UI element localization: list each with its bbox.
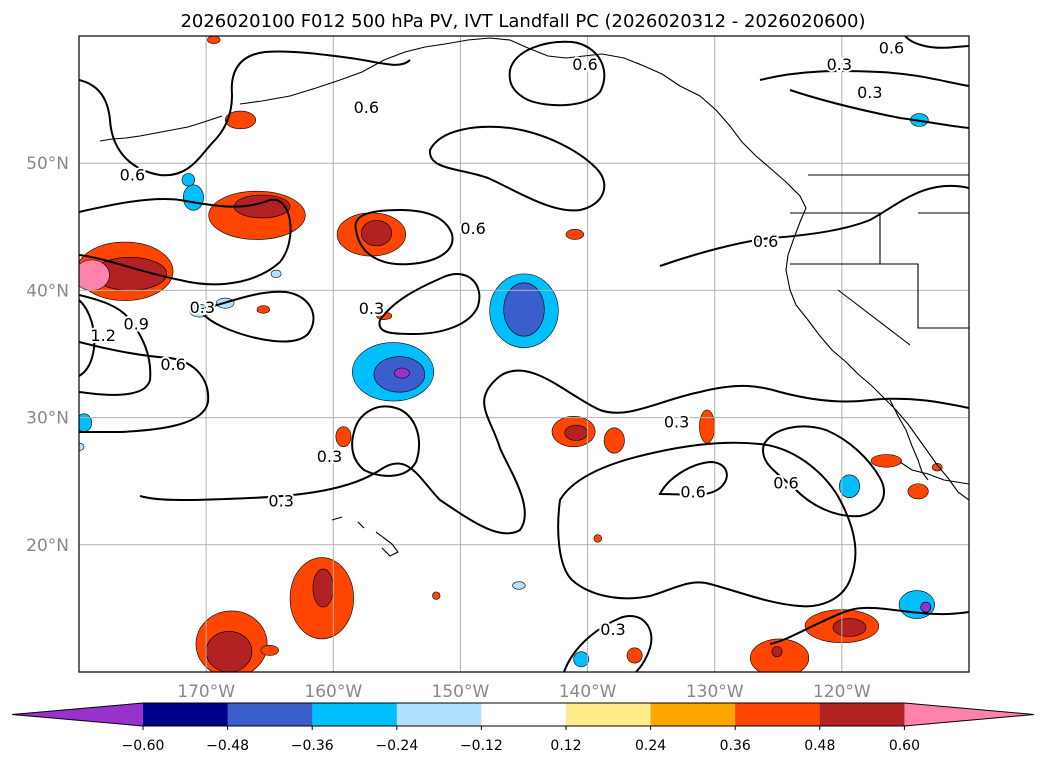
x-tick-label: 130°W xyxy=(686,682,744,702)
colorbar-tick-label: −0.12 xyxy=(460,738,503,754)
pv-blob-28 xyxy=(594,535,602,543)
pv-blob-42 xyxy=(313,569,333,607)
colorbar-tick-label: −0.24 xyxy=(375,738,418,754)
colorbar-segment xyxy=(651,703,736,726)
contour-label: 0.6 xyxy=(773,473,798,492)
contour-label: 0.9 xyxy=(123,314,148,333)
pv-blob-43 xyxy=(206,631,252,672)
chart-title: 2026020100 F012 500 hPa PV, IVT Landfall… xyxy=(180,11,865,32)
contour-label: 0.3 xyxy=(857,83,882,102)
pv-blob-19 xyxy=(257,306,270,314)
pv-blob-35 xyxy=(207,36,220,44)
pv-blob-4 xyxy=(271,270,281,278)
contour-label: 0.6 xyxy=(680,482,705,501)
pv-blob-48 xyxy=(921,602,931,612)
pv-blob-29 xyxy=(750,639,808,677)
y-tick-label: 30°N xyxy=(26,409,69,429)
y-tick-label: 50°N xyxy=(26,154,69,174)
contour-label: 0.6 xyxy=(572,55,597,74)
pv-blob-47 xyxy=(394,368,409,378)
pv-blob-36 xyxy=(432,592,440,600)
pv-blob-20 xyxy=(336,427,351,447)
pv-blob-32 xyxy=(871,454,902,467)
x-tick-label: 160°W xyxy=(304,682,362,702)
colorbar-segment xyxy=(143,703,228,726)
colorbar-tick-label: −0.60 xyxy=(122,738,165,754)
pv-blob-3 xyxy=(513,582,526,590)
pv-blob-11 xyxy=(839,475,859,498)
y-tick-label: 40°N xyxy=(26,281,69,301)
pv-blob-18 xyxy=(566,229,584,239)
colorbar-tick-label: −0.36 xyxy=(291,738,334,754)
colorbar-tick-label: 0.48 xyxy=(804,738,835,754)
pv-blob-33 xyxy=(908,484,928,499)
contour-label: 0.3 xyxy=(317,447,342,466)
colorbar-segment xyxy=(481,703,566,726)
x-tick-label: 120°W xyxy=(813,682,871,702)
pv-blob-46 xyxy=(833,619,866,637)
pv-blob-13 xyxy=(574,652,589,667)
contour-label: 0.6 xyxy=(160,355,185,374)
x-tick-label: 140°W xyxy=(559,682,617,702)
contour-label: 0.3 xyxy=(600,620,625,639)
contour-label: 0.3 xyxy=(359,299,384,318)
pv-blob-44 xyxy=(565,425,588,440)
x-tick-label: 150°W xyxy=(432,682,490,702)
contour-label: 0.6 xyxy=(879,38,904,57)
colorbar-tick-label: 0.12 xyxy=(550,738,581,754)
pv-blob-41 xyxy=(361,220,392,245)
colorbar-segment xyxy=(228,703,313,726)
colorbar-extend-low xyxy=(12,703,143,726)
y-tick-label: 20°N xyxy=(26,536,69,556)
contour-label: 0.3 xyxy=(664,412,689,431)
colorbar-segment xyxy=(735,703,820,726)
contour-label: 0.6 xyxy=(753,232,778,251)
colorbar-tick-label: 0.24 xyxy=(635,738,666,754)
pv-blob-26 xyxy=(604,428,624,453)
contour-label: 0.6 xyxy=(460,219,485,238)
pv-blob-45 xyxy=(772,647,782,657)
colorbar: −0.60 −0.48 −0.36 −0.24 −0.12 0.12 0.24 0.36 0.4… xyxy=(12,703,1034,754)
pv-blob-6 xyxy=(182,173,195,186)
contour-label: 0.3 xyxy=(190,298,215,317)
contour-label: 0.3 xyxy=(268,491,293,510)
contour-label: 1.2 xyxy=(90,326,115,345)
colorbar-segment xyxy=(312,703,397,726)
contour-label: 0.6 xyxy=(354,98,379,117)
figure: 2026020100 F012 500 hPa PV, IVT Landfall… xyxy=(0,0,1047,765)
colorbar-tick-label: 0.60 xyxy=(889,738,920,754)
contour-label: 0.6 xyxy=(120,166,145,185)
pv-blob-5 xyxy=(183,185,203,210)
colorbar-segment xyxy=(566,703,651,726)
pv-blob-24 xyxy=(261,645,279,655)
x-tick-label: 170°W xyxy=(177,682,235,702)
colorbar-extend-high xyxy=(904,703,1034,726)
pv-blob-31 xyxy=(627,648,642,663)
pv-blob-27 xyxy=(699,410,714,443)
colorbar-segment xyxy=(820,703,905,726)
colorbar-tick-label: 0.36 xyxy=(720,738,751,754)
colorbar-segment xyxy=(397,703,482,726)
colorbar-tick-label: −0.48 xyxy=(206,738,249,754)
contour-label: 0.3 xyxy=(827,55,852,74)
